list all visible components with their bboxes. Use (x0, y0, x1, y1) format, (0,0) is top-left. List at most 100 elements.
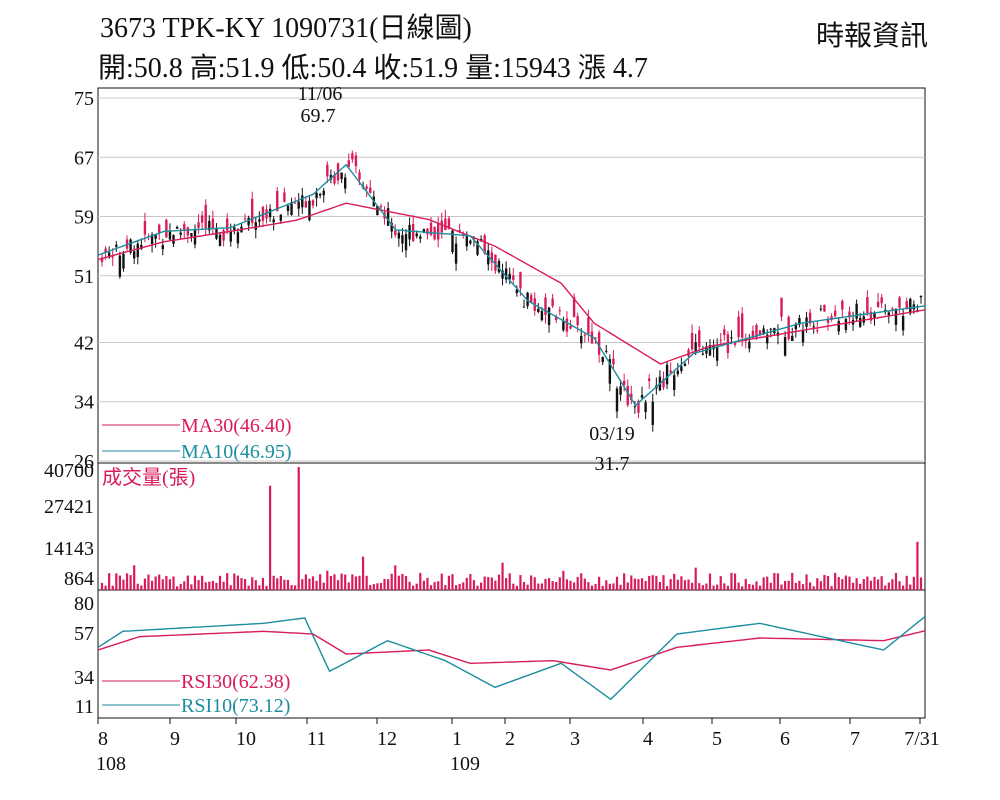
candle-body (555, 316, 558, 320)
candle-body (630, 393, 633, 401)
candle-body (140, 244, 143, 249)
candle-body (690, 332, 694, 350)
volume-bar (451, 574, 454, 590)
candle-body (218, 234, 222, 247)
grid-lines (98, 97, 925, 462)
candle-body (351, 153, 354, 160)
volume-bar (454, 585, 458, 590)
candle-body (619, 386, 622, 395)
candle-body (132, 251, 136, 259)
candle-body (608, 359, 612, 384)
rsi-tick-label: 57 (74, 623, 94, 645)
ma10-line (97, 163, 926, 407)
volume-bar (841, 579, 844, 590)
volume-panel-label: 成交量(張) (102, 466, 195, 489)
candle-body (894, 308, 898, 325)
candle-body (472, 238, 476, 240)
candle-body (837, 321, 840, 332)
volume-bar (197, 580, 200, 590)
volume-bar (487, 577, 490, 590)
volume-bar (884, 585, 887, 590)
candle-body (183, 224, 186, 231)
volume-bar (494, 580, 497, 590)
volume-bar (558, 577, 561, 590)
candle-body (340, 172, 343, 180)
volume-bar (333, 574, 336, 590)
candle-body (887, 312, 891, 316)
volume-bar (358, 575, 361, 590)
volume-bar (687, 579, 690, 590)
x-month-label: 8 (98, 728, 108, 750)
volume-bar (183, 581, 186, 590)
candle-body (905, 301, 908, 310)
volume-bar (526, 584, 529, 590)
volume-bar (902, 585, 905, 590)
candle-body (622, 380, 626, 385)
volume-bar (533, 577, 536, 590)
volume-bar (204, 582, 207, 590)
candle-body (569, 326, 572, 329)
volume-bar (673, 573, 676, 590)
candle-body (848, 311, 851, 318)
candle-body (801, 330, 805, 343)
price-tick-label: 34 (74, 392, 94, 414)
volume-bar (640, 578, 644, 590)
rsi10-legend-label: RSI10(73.12) (181, 695, 290, 717)
candle-body (243, 218, 247, 220)
candlesticks (100, 150, 923, 432)
x-month-label: 6 (780, 728, 790, 750)
candle-body (279, 214, 283, 221)
volume-bar (365, 575, 368, 590)
candle-body (397, 232, 401, 239)
volume-bar (866, 576, 869, 590)
volume-bar (880, 576, 883, 590)
candle-body (901, 315, 905, 331)
volume-bar (469, 574, 472, 590)
volume-bar (594, 583, 597, 590)
volume-bar (912, 576, 915, 590)
volume-bar (723, 583, 726, 590)
volume-bar (623, 573, 626, 590)
candle-body (283, 192, 286, 202)
candle-body (651, 401, 654, 425)
volume-bar (390, 573, 393, 590)
volume-bar (898, 581, 901, 590)
candle-body (293, 202, 297, 204)
volume-bar (748, 584, 751, 590)
volume-bar (186, 575, 189, 590)
candle-body (454, 243, 458, 264)
candle-body (590, 331, 594, 344)
volume-bar (716, 584, 719, 590)
volume-bar (773, 573, 776, 590)
volume-bar (100, 582, 104, 590)
volume-bar (794, 582, 797, 590)
volume-bar (294, 585, 297, 590)
volume-bar (268, 485, 272, 590)
volume-bar (680, 576, 683, 590)
candle-body (769, 328, 772, 330)
candle-body (808, 312, 812, 324)
volume-bar (133, 565, 136, 590)
volume-bar (311, 576, 315, 590)
volume-bar (726, 585, 729, 590)
volume-bar (258, 585, 261, 590)
price-tick-label: 67 (74, 147, 94, 169)
candle-body (526, 292, 529, 307)
volume-bar (665, 586, 669, 590)
volume-bar (351, 574, 354, 590)
volume-bar (683, 580, 687, 590)
candle-body (369, 187, 372, 193)
candle-body (812, 326, 815, 328)
candle-body (665, 364, 669, 385)
volume-bar (751, 584, 755, 590)
volume-bar (140, 585, 143, 590)
volume-bar (834, 572, 837, 590)
volume-bar (730, 572, 733, 590)
candle-body (758, 330, 762, 335)
x-month-label: 7 (850, 728, 860, 750)
volume-bar (251, 577, 254, 590)
volume-bar (447, 575, 451, 590)
volume-bar (705, 583, 708, 590)
volume-bar (301, 579, 304, 590)
candle-body (869, 311, 873, 321)
